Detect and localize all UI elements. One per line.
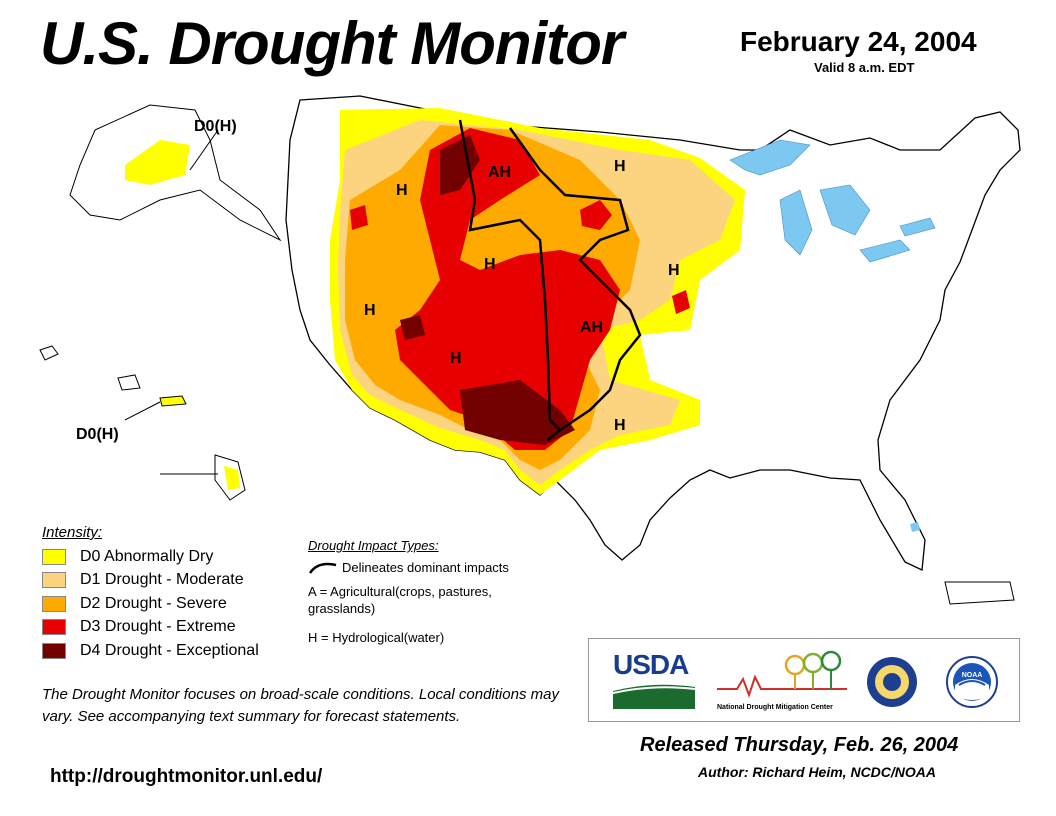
drought-d3-iowa (672, 290, 690, 314)
usda-logo-text: USDA (613, 649, 689, 680)
hawaii-island-3 (159, 395, 187, 407)
hawaii-island-2 (117, 374, 141, 391)
impact-types: Drought Impact Types: Delineates dominan… (308, 538, 558, 658)
region-label: AH (488, 164, 511, 181)
legend-label: D1 Drought - Moderate (80, 571, 244, 589)
hawaii-big-island-d0 (224, 466, 240, 490)
alaska-d0 (125, 140, 190, 185)
delineation-line-icon (308, 562, 337, 574)
region-label: H (396, 182, 408, 199)
legend-item-d0: D0 Abnormally Dry (42, 545, 259, 569)
region-label: H (614, 417, 626, 434)
legend-item-d3: D3 Drought - Extreme (42, 616, 259, 640)
usda-logo: USDA (613, 649, 695, 711)
region-label: AH (580, 319, 603, 336)
drought-d3-west (395, 128, 620, 450)
noaa-logo-text: NOAA (962, 672, 983, 679)
partner-logos: USDA National Drought Mitigation Center (588, 638, 1020, 722)
great-lakes (729, 139, 936, 263)
legend-swatch-d4 (42, 642, 66, 659)
region-label: H (450, 350, 462, 367)
disclaimer-note: The Drought Monitor focuses on broad-sca… (42, 686, 559, 725)
region-label: H (668, 262, 680, 279)
usda-swoosh-icon (613, 684, 695, 709)
region-label: H (364, 302, 376, 319)
legend-item-d4: D4 Drought - Exceptional (42, 639, 259, 663)
legend-swatch-d0 (42, 548, 66, 565)
impact-delineation-line (508, 127, 642, 441)
website-url[interactable]: http://droughtmonitor.unl.edu/ (50, 766, 323, 787)
drought-d4-sw (460, 380, 575, 445)
noaa-seal-icon: NOAA (946, 656, 998, 708)
legend-label: D0 Abnormally Dry (80, 547, 214, 565)
noaa-logo: NOAA (945, 655, 999, 709)
legend-label: D4 Drought - Exceptional (80, 641, 259, 659)
legend-swatch-d3 (42, 619, 66, 636)
ndmc-logo: National Drought Mitigation Center (717, 649, 847, 715)
legend-label: D2 Drought - Severe (80, 594, 227, 612)
legend-item-d2: D2 Drought - Severe (42, 592, 259, 616)
author: Author: Richard Heim, NCDC/NOAA (698, 764, 937, 780)
hawaii-island-1 (39, 345, 59, 361)
hawaii-label-leader (124, 401, 161, 421)
drought-d3-nevada (350, 205, 368, 230)
legend-heading: Intensity: (42, 524, 103, 541)
ndmc-trees-icon (717, 650, 847, 698)
region-label: H (484, 256, 496, 273)
alaska-label: D0(H) (194, 118, 237, 135)
page-title: U.S. Drought Monitor (40, 10, 624, 77)
release-date: Released Thursday, Feb. 26, 2004 (640, 734, 959, 756)
impact-delineates-row: Delineates dominant impacts (308, 559, 558, 575)
legend-swatch-d2 (42, 595, 66, 612)
impact-hydrological: H = Hydrological(water) (308, 630, 445, 645)
puerto-rico (944, 581, 1015, 605)
region-label: H (614, 158, 626, 175)
drought-d3-dakota (580, 200, 612, 230)
legend-swatch-d1 (42, 572, 66, 589)
drought-d4-utah (400, 315, 425, 340)
legend-label: D3 Drought - Extreme (80, 618, 236, 636)
commerce-seal-icon (865, 655, 919, 709)
impact-delineates: Delineates dominant impacts (342, 559, 509, 575)
impact-agricultural: A = Agricultural(crops, pastures, grassl… (308, 584, 492, 616)
intensity-legend: Intensity: D0 Abnormally Dry D1 Drought … (42, 524, 259, 663)
legend-item-d1: D1 Drought - Moderate (42, 569, 259, 593)
ndmc-logo-text: National Drought Mitigation Center (717, 704, 833, 711)
lake-okeechobee (910, 522, 920, 532)
impact-heading: Drought Impact Types: (308, 538, 439, 553)
valid-time: Valid 8 a.m. EDT (814, 60, 915, 75)
impact-delineation-line (458, 119, 561, 431)
alaska-label-leader (189, 129, 219, 171)
drought-d4-idaho (440, 135, 480, 195)
map-date: February 24, 2004 (740, 26, 977, 57)
hawaii-label: D0(H) (76, 426, 119, 443)
